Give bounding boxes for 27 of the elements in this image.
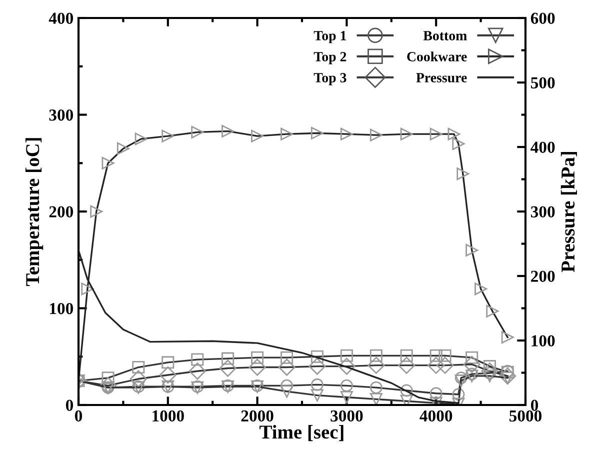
y-tick-label: 400 (48, 12, 74, 24)
x-tick-label: 2000 (241, 410, 274, 422)
x-tick-label: 5000 (509, 410, 542, 422)
x-axis-title: Time [sec] (260, 424, 344, 442)
legend-label: Pressure (416, 73, 467, 82)
legend-label: Bottom (423, 31, 467, 40)
y2-tick-label: 500 (531, 77, 555, 88)
legend-label: Top 2 (314, 52, 346, 64)
x-tick-label: 1000 (152, 410, 184, 422)
y2-tick-label: 100 (532, 335, 555, 346)
y-tick-label: 100 (50, 302, 74, 314)
x-tick-label: 0 (74, 410, 82, 422)
y2-axis-title: Pressure [kPa] (560, 152, 577, 272)
legend-label: Cookware (407, 52, 467, 62)
x-tick-label: 4000 (420, 410, 452, 422)
y-tick-label: 0 (66, 400, 74, 411)
y-tick-label: 300 (49, 109, 74, 121)
y2-tick-label: 0 (530, 400, 538, 411)
y2-tick-label: 600 (530, 12, 555, 24)
legend-label: Top 3 (314, 73, 346, 86)
y2-tick-label: 300 (530, 206, 555, 218)
y-tick-label: 200 (49, 206, 74, 218)
legend-label: Top 1 (314, 31, 346, 44)
y2-tick-label: 400 (530, 142, 555, 153)
y-axis-title: Temperature [oC] (25, 138, 44, 286)
y2-tick-label: 200 (531, 270, 555, 282)
x-tick-label: 3000 (330, 410, 363, 422)
